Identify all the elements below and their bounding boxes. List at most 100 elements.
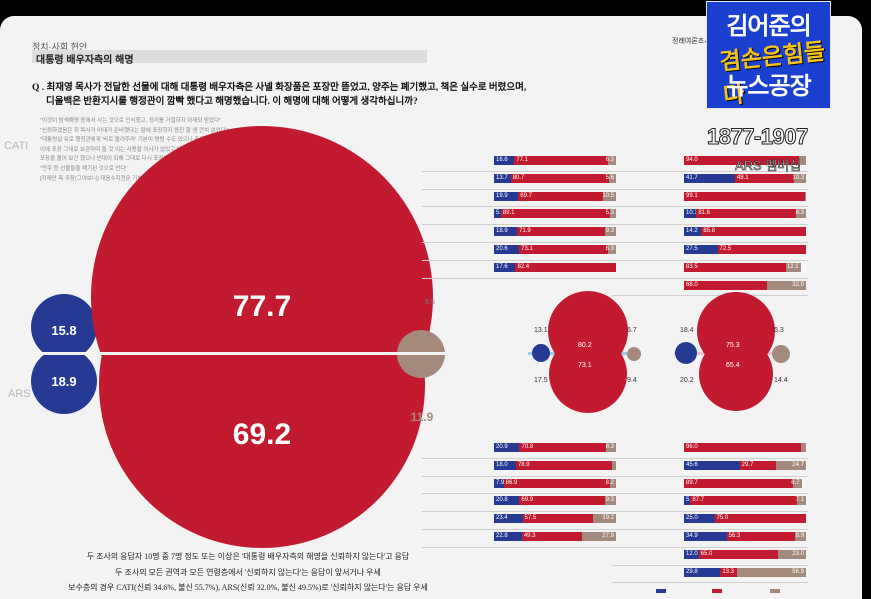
bar-segment-distrust: 29.7	[739, 460, 776, 470]
bubble-female-trust	[675, 342, 697, 364]
bar-value-label: 6.3	[605, 157, 614, 163]
bar-segment-distrust: 69.7	[518, 191, 604, 201]
bar-value-label: 68.0	[686, 281, 698, 288]
bar-value-label: 56.3	[728, 533, 741, 539]
ars-membership-label: ARS 멤버십	[735, 158, 802, 174]
bar-row-separator	[612, 546, 808, 548]
bar-value-label: 23.0	[792, 550, 804, 557]
bar-value-label: 89.1	[502, 210, 515, 217]
bar-segment-dontknow	[801, 443, 806, 452]
distrust-value-ars: 69.2	[232, 418, 292, 451]
bar-value-label: 99.1	[686, 192, 698, 199]
bar-value-label: 19.9	[496, 192, 508, 199]
bar-value-label: 6.3	[605, 246, 614, 252]
bar-segment-trust: 45.6	[684, 460, 740, 470]
bar-row-separator	[422, 188, 618, 190]
bar-row-separator	[612, 475, 808, 477]
bar-row-separator	[422, 170, 618, 172]
phone-number: 1877-1907	[707, 124, 809, 150]
bar-row: 25.0 75.0	[684, 514, 806, 524]
bar-segment-dontknow: 8.2	[606, 478, 616, 488]
bar-value-label: 7.1	[795, 497, 804, 504]
bar-value-label: 82.4	[517, 263, 530, 270]
bar-row-separator	[422, 493, 618, 495]
section-label: 정치·사회 현안	[32, 42, 88, 52]
bar-row-separator	[422, 206, 618, 208]
bar-segment-distrust: 69.9	[519, 496, 605, 506]
male-distrust-ars: 73.1	[578, 362, 592, 369]
question-line-2: 디올백은 반환지시를 행정관이 깜빡 했다고 해명했습니다. 이 해명에 대해 …	[46, 97, 418, 107]
bar-segment-distrust: 57.5	[522, 514, 593, 524]
bar-segment-trust: 16.6	[494, 156, 515, 165]
bar-row: 83.5 12.1	[684, 262, 806, 272]
bar-row: 68.0 32.0	[684, 280, 806, 290]
bar-value-label: 5.2	[686, 496, 694, 505]
bar-value-label: 80.7	[512, 174, 525, 181]
bar-value-label: 77.1	[516, 157, 528, 163]
bar-value-label: 6.7	[791, 479, 800, 486]
bar-segment-trust: 20.8	[494, 496, 520, 506]
bar-row-separator	[422, 511, 618, 513]
bar-segment-trust: 20.6	[494, 245, 520, 254]
bar-segment-dontknow: 9.3	[604, 496, 616, 506]
statement-line: "얀주 등 선물들을 폐기된 것으로 안다"	[40, 165, 128, 172]
bar-segment-dontknow: 5.6	[606, 173, 616, 183]
bar-row-separator	[612, 511, 808, 513]
legend-swatch	[712, 589, 722, 593]
footnote-line-2: 두 조사의 모든 권역과 모든 연령층에서 '신뢰하지 않는다'는 응답이 앞서…	[115, 568, 381, 577]
bar-segment-distrust: 83.5	[684, 262, 786, 272]
bubble-female-dontknow	[772, 345, 790, 363]
quoted-statements: "이것이 탐색해명 동에서 사는 것으로 인식했고, 정리를 거절하지 아래되 …	[40, 117, 265, 184]
bar-value-label: 10.1	[686, 210, 698, 217]
dk-value-cati: 6.5	[425, 299, 435, 306]
bar-value-label: 69.9	[521, 497, 534, 504]
bar-segment-distrust: 13.3	[720, 567, 737, 577]
bar-row: 10.1 81.6 8.3	[684, 209, 806, 219]
bar-value-label: 24.7	[792, 461, 804, 468]
bar-segment-dontknow: 32.0	[766, 280, 806, 290]
male-distrust-cati: 80.2	[578, 342, 592, 349]
bar-row: 20.9 70.8 8.3	[494, 443, 616, 452]
logo-text-top: 김어준의	[726, 13, 811, 40]
bar-value-label: 16.6	[496, 157, 508, 163]
bar-value-label: 18.9	[496, 228, 508, 235]
bar-row: 18.0 78.9	[494, 460, 616, 470]
bar-value-label: 9.3	[605, 497, 614, 504]
statement-line: "이것이 탐색해명 동에서 사는 것으로 인식했고, 정리를 거절하지 아래되 …	[40, 118, 222, 124]
bar-row-separator	[422, 224, 618, 226]
bar-segment-distrust: 78.9	[515, 460, 613, 470]
bar-value-label: 27.5	[686, 246, 698, 252]
bar-value-label: 34.9	[686, 533, 698, 539]
bar-segment-dontknow: 56.9	[736, 567, 806, 577]
bar-segment-trust: 27.5	[684, 245, 718, 254]
bar-row: 13.7 80.7 5.6	[494, 173, 616, 183]
bar-row-separator	[612, 170, 808, 172]
bar-row: 45.6 29.7 24.7	[684, 460, 806, 470]
bar-segment-dontknow: 10.5	[602, 191, 617, 201]
bar-row-separator	[422, 277, 618, 279]
bar-segment-dontknow	[612, 460, 616, 470]
bar-row: 94.0	[684, 156, 806, 165]
bar-row: 17.6 82.4	[494, 262, 616, 272]
statement-line: 포장을 풀어 보긴 했으나 반대이 되해 그대로 다시 포장해 갖고 있다"	[40, 156, 194, 163]
bar-value-label: 75.0	[716, 515, 729, 522]
cati-tag: CATI	[4, 140, 29, 152]
logo-text-bottom: 뉴스공장	[726, 73, 811, 100]
bar-segment-trust: 18.0	[494, 460, 516, 470]
bar-row: 89.7 6.7	[684, 478, 806, 488]
bar-row-separator	[612, 277, 808, 279]
bar-segment-trust: 25.0	[684, 514, 715, 524]
bar-segment-distrust: 89.7	[684, 478, 794, 488]
bar-value-label: 5.3	[605, 210, 614, 217]
bar-row: 16.6 77.1 6.3	[494, 156, 616, 165]
bar-segment-distrust: 71.9	[517, 227, 605, 237]
bar-row: 19.9 69.7 10.5	[494, 191, 617, 201]
statement-line: [지재안 측 주장(그야보니) 대응수지전문 기본 내용]	[40, 175, 156, 182]
bar-value-label: 12.0	[686, 550, 698, 557]
bar-value-label: 86.9	[505, 479, 518, 486]
bar-value-label: 70.8	[521, 444, 534, 450]
bar-value-label: 96.0	[686, 444, 698, 450]
bar-value-label: 22.8	[496, 533, 508, 539]
legend-swatch	[656, 589, 666, 593]
bar-segment-dontknow: 27.9	[581, 532, 616, 541]
